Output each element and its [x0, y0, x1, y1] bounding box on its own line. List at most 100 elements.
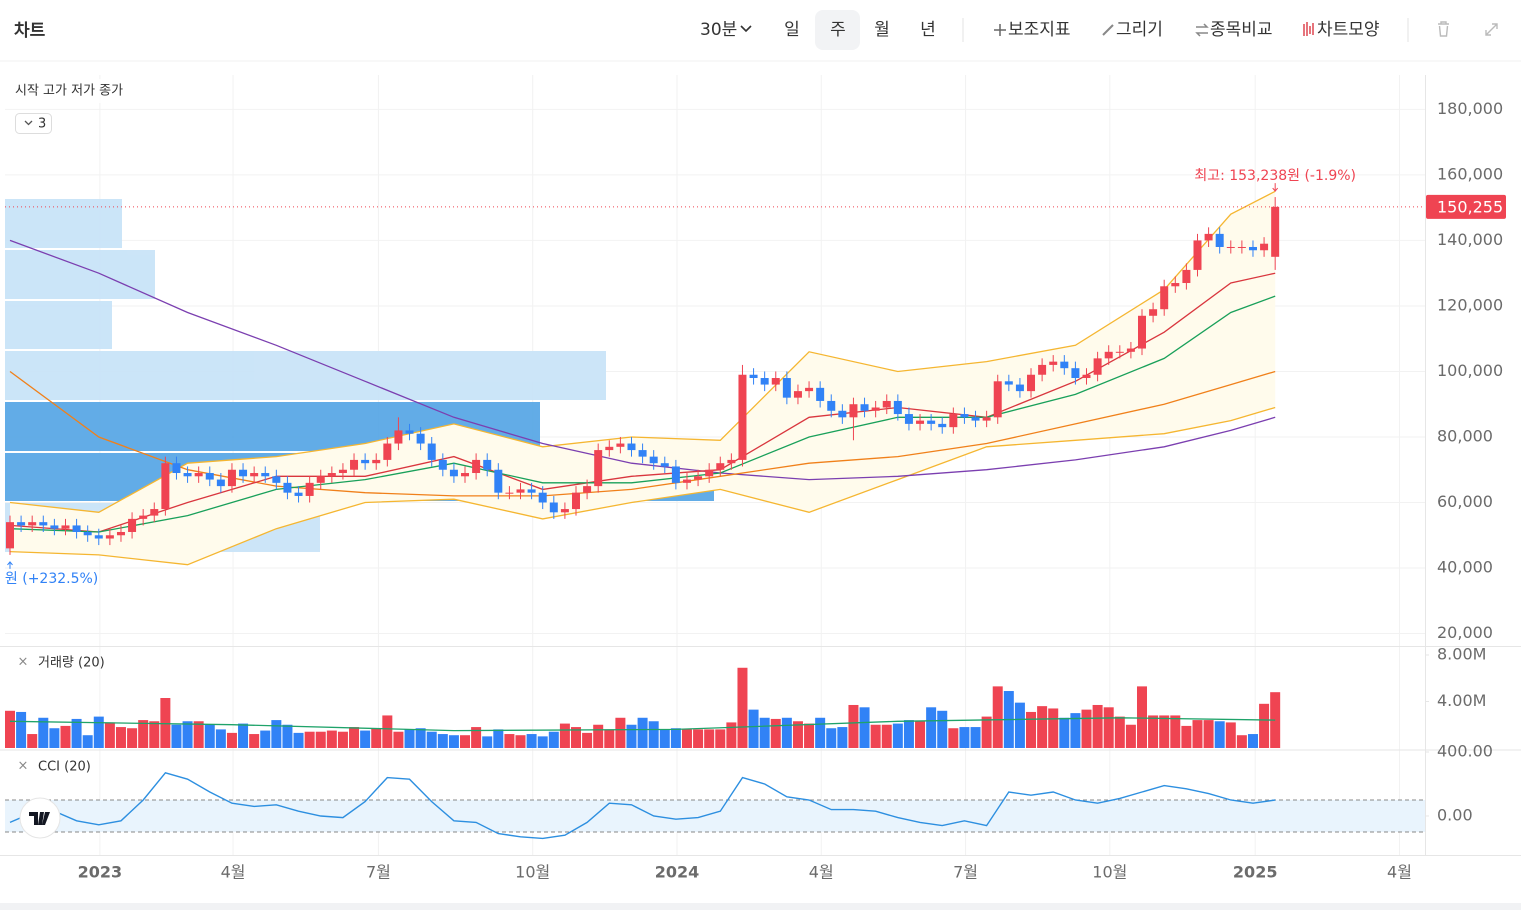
tool-button[interactable]: 보조지표 — [1008, 20, 1071, 40]
last-price-box — [1426, 194, 1506, 219]
y-tick-label: 4.00M — [1437, 691, 1486, 710]
candle-body — [316, 476, 325, 483]
candle-body — [1071, 368, 1080, 379]
volume-bar — [582, 732, 593, 748]
volume-bar — [970, 727, 981, 748]
volume-bar — [204, 724, 215, 748]
candle-body — [527, 489, 536, 493]
volume-bar — [526, 734, 537, 748]
x-tick-label: 2024 — [655, 863, 700, 882]
volume-bar — [981, 716, 992, 748]
period-button[interactable]: 년 — [920, 20, 936, 40]
bollinger-upper — [9, 190, 1276, 513]
y-tick-label: 160,000 — [1437, 164, 1503, 183]
volume-bar — [249, 734, 260, 748]
volume-bar — [226, 732, 237, 748]
candle-body — [583, 486, 592, 493]
candle-body — [1149, 309, 1158, 316]
pencil-icon — [1102, 24, 1114, 36]
volume-bar — [681, 729, 692, 748]
volume-bar — [1037, 706, 1048, 748]
candle-body — [904, 414, 913, 424]
candle-body — [350, 459, 359, 470]
volume-bar — [903, 720, 914, 748]
volume-bar — [626, 724, 637, 748]
period-button[interactable]: 주 — [830, 20, 846, 40]
candle-body — [372, 459, 381, 464]
y-tick-label: 40,000 — [1437, 558, 1493, 577]
candle-body — [272, 476, 281, 483]
candle-body — [505, 492, 514, 494]
high-arrow — [1272, 183, 1279, 192]
volume-bar — [693, 729, 704, 748]
volume-bar — [881, 724, 892, 748]
y-tick-label: 100,000 — [1437, 361, 1503, 380]
legend-bg — [8, 79, 148, 103]
candle-body — [782, 378, 791, 398]
candle-body — [1115, 351, 1124, 353]
volume-bar — [127, 728, 138, 748]
last-price-label: 150,255 — [1437, 197, 1503, 216]
candle-body — [83, 531, 92, 536]
candle-body — [927, 420, 936, 424]
close-icon[interactable]: × — [18, 759, 29, 774]
volume-bar — [382, 715, 393, 748]
candle-body — [938, 423, 947, 428]
volume-bar — [1125, 724, 1136, 748]
volume-bar — [915, 721, 926, 748]
y-tick-label: 8.00M — [1437, 644, 1486, 663]
cci-plot — [5, 771, 1425, 840]
expand-button[interactable] — [1485, 23, 1498, 36]
volume-bar — [93, 716, 104, 748]
tool-button[interactable]: 차트모양 — [1317, 20, 1380, 40]
candle-body — [549, 502, 558, 513]
volume-bar — [238, 723, 249, 748]
low-arrow — [7, 561, 13, 569]
candle-body — [416, 433, 425, 444]
interval-button[interactable]: 30분 — [700, 20, 737, 40]
candle-body — [28, 522, 37, 526]
toolbar-title: 차트 — [14, 21, 46, 41]
volume-bar — [271, 720, 282, 748]
trash-button[interactable] — [1438, 21, 1449, 37]
candle-body — [105, 535, 114, 539]
volume-bar — [149, 721, 160, 748]
candle-body — [749, 374, 758, 379]
volume-bar — [548, 731, 559, 748]
volume-bar — [1070, 713, 1081, 748]
candle-body — [716, 463, 725, 470]
volume-bar — [1148, 715, 1159, 748]
candle-body — [871, 407, 880, 411]
y-tick-label: 400.00 — [1437, 742, 1493, 761]
period-button[interactable]: 일 — [784, 20, 800, 40]
candle-body — [1160, 286, 1169, 310]
close-icon[interactable]: × — [18, 655, 29, 670]
volume-bar — [593, 724, 604, 748]
candle-body — [838, 410, 847, 418]
legend-toggle[interactable] — [15, 113, 52, 134]
volume-bar — [715, 729, 726, 748]
volume-bar — [815, 717, 826, 748]
candle-body — [1215, 233, 1224, 247]
candle-body — [916, 420, 925, 424]
volume-bar — [49, 728, 60, 748]
period-button[interactable]: 월 — [874, 20, 890, 40]
volume-bar — [215, 729, 226, 748]
candle-body — [438, 459, 447, 470]
bottom-edge — [0, 903, 1521, 910]
candle-body — [361, 459, 370, 464]
volume-bar — [1092, 704, 1103, 748]
candle-body — [816, 387, 825, 401]
volume-bar — [371, 728, 382, 748]
candle-body — [161, 463, 170, 510]
volume-bar — [670, 728, 681, 748]
tool-button[interactable]: 그리기 — [1116, 20, 1163, 40]
candle-body — [427, 443, 436, 460]
x-tick-label: 10월 — [1092, 863, 1127, 882]
tool-button[interactable]: 종목비교 — [1210, 20, 1273, 40]
volume-bar — [315, 731, 326, 748]
candle-body — [1060, 361, 1069, 369]
volume-bar — [360, 730, 371, 748]
chevron-icon — [740, 25, 752, 33]
